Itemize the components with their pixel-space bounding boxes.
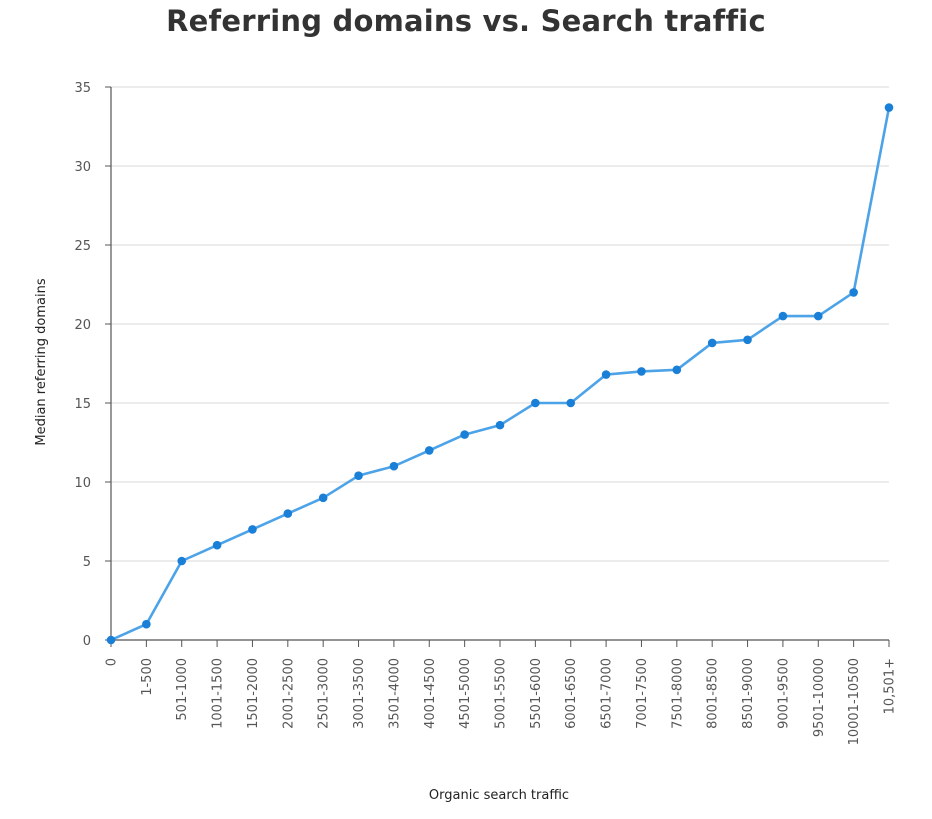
data-point — [707, 338, 717, 348]
x-tick-label: 9501-10000 — [812, 658, 827, 737]
x-tick-label: 8501-9000 — [741, 658, 756, 729]
x-tick-label: 6501-7000 — [600, 658, 615, 729]
x-tick-label: 1-500 — [140, 658, 155, 696]
x-tick-label: 0 — [105, 658, 120, 666]
data-point — [601, 370, 611, 379]
y-tick-label: 5 — [83, 555, 91, 570]
series-line — [109, 106, 891, 642]
data-point — [743, 335, 752, 345]
grid-lines — [111, 86, 889, 562]
x-tick-label: 6001-6500 — [564, 658, 579, 729]
y-tick-label: 30 — [74, 160, 91, 175]
y-tick-label: 15 — [74, 397, 91, 412]
x-tick-label: 5501-6000 — [529, 658, 544, 729]
x-tick-label: 1501-2000 — [246, 658, 261, 729]
x-tick-label: 9001-9500 — [776, 658, 791, 729]
axes — [105, 86, 890, 647]
data-point — [318, 493, 328, 503]
x-tick-label: 10001-10500 — [847, 658, 862, 745]
data-point — [142, 619, 151, 629]
data-point — [495, 420, 505, 430]
y-tick-label: 10 — [74, 476, 91, 491]
x-tick-label: 7001-7500 — [635, 658, 650, 729]
y-tick-label: 20 — [74, 318, 91, 333]
data-point — [389, 461, 399, 471]
x-tick-label: 7501-8000 — [670, 658, 685, 729]
x-tick-label: 4501-5000 — [458, 658, 473, 729]
data-point — [778, 311, 788, 321]
data-point — [354, 471, 363, 480]
x-tick-label: 501-1000 — [175, 658, 190, 721]
x-tick-label: 2001-2500 — [281, 658, 296, 729]
y-axis-title: Median referring domains — [34, 278, 49, 445]
data-point — [672, 365, 682, 375]
x-tick-label: 1001-1500 — [211, 658, 226, 729]
y-tick-label: 0 — [83, 634, 91, 649]
x-tick-label: 8001-8500 — [706, 658, 721, 729]
data-point — [248, 525, 257, 534]
data-point — [177, 556, 187, 566]
data-point — [424, 446, 434, 455]
data-point — [849, 288, 858, 297]
data-point — [566, 398, 576, 408]
x-axis-title: Organic search traffic — [429, 788, 569, 803]
x-tick-label: 10,501+ — [883, 658, 898, 714]
data-point — [212, 540, 222, 550]
data-point — [637, 367, 646, 376]
data-point — [460, 430, 469, 439]
data-points — [106, 103, 894, 645]
data-point — [106, 635, 116, 645]
x-tick-labels: 0 1-500 501-1000 1001-1500 1501-2000 2001-250… — [105, 658, 898, 745]
data-point — [283, 509, 293, 518]
x-tick-label: 3501-4000 — [387, 658, 402, 729]
data-point — [884, 103, 894, 112]
y-tick-label: 35 — [74, 81, 91, 96]
data-point — [531, 398, 540, 408]
y-tick-labels: 0 5 10 15 20 25 30 35 — [74, 81, 91, 649]
y-tick-label: 25 — [74, 239, 91, 254]
series-line-layer — [109, 106, 891, 642]
data-point — [813, 311, 823, 321]
chart-title: Referring domains vs. Search traffic — [166, 4, 766, 38]
x-tick-label: 4001-4500 — [423, 658, 438, 729]
x-tick-label: 5001-5500 — [494, 658, 509, 729]
x-tick-label: 3001-3500 — [352, 658, 367, 729]
x-tick-label: 2501-3000 — [317, 658, 332, 729]
